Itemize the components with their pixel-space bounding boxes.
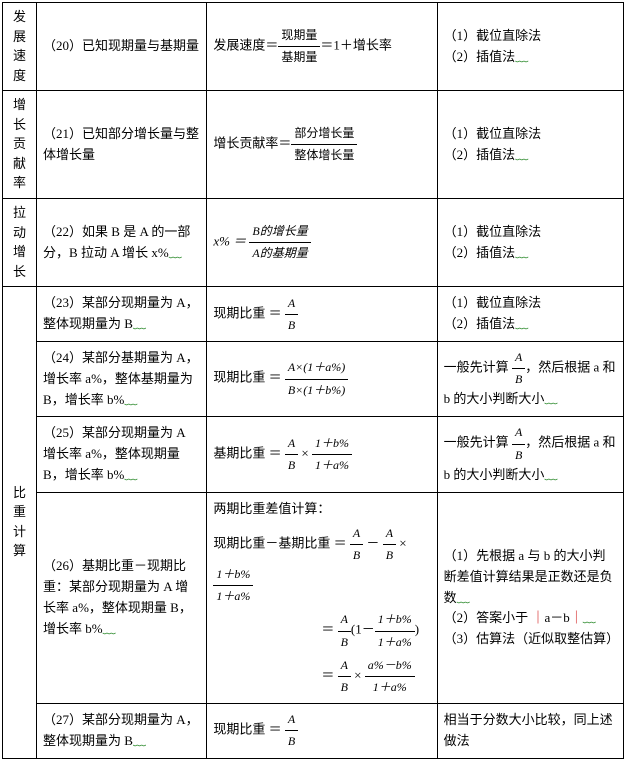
row-method: 一般先计算 AB，然后根据 a 和 b 的大小判断大小﹏ — [437, 417, 623, 492]
squiggle-icon: ﹏ — [457, 590, 470, 605]
row-label: 拉动增长 — [3, 199, 37, 287]
row-desc: （21）已知部分增长量与整体增长量 — [37, 91, 207, 199]
table-row: 增长贡献率 （21）已知部分增长量与整体增长量 增长贡献率＝部分增长量整体增长量… — [3, 91, 624, 199]
row-formula: 现期比重 ＝ AB — [207, 287, 437, 342]
squiggle-icon: ﹏ — [169, 245, 182, 260]
row-method: 一般先计算 AB，然后根据 a 和 b 的大小判断大小﹏ — [437, 341, 623, 416]
row-formula: x% ＝ B的增长量A的基期量 — [207, 199, 437, 287]
row-formula: 发展速度＝现期量基期量＝1＋增长率 — [207, 3, 437, 91]
squiggle-icon: ﹏ — [133, 316, 146, 331]
row-label: 增长贡献率 — [3, 91, 37, 199]
row-method: （1）先根据 a 与 b 的大小判断差值计算结果是正数还是负数﹏ （2）答案小于… — [437, 492, 623, 703]
row-method: （1）截位直除法 （2）插值法﹏ — [437, 199, 623, 287]
row-desc: （26）基期比重－现期比重：某部分现期量为 A 增长率 a%，整体现期量 B，增… — [37, 492, 207, 703]
table-row: 拉动增长 （22）如果 B 是 A 的一部分，B 拉动 A 增长 x%﹏ x% … — [3, 199, 624, 287]
row-desc: （23）某部分现期量为 A，整体现期量为 B﹏ — [37, 287, 207, 342]
squiggle-icon: ﹏ — [583, 610, 596, 625]
row-label: 发展速度 — [3, 3, 37, 91]
squiggle-icon: ﹏ — [124, 467, 137, 482]
row-formula: 增长贡献率＝部分增长量整体增长量 — [207, 91, 437, 199]
table-row: 比重计算 （23）某部分现期量为 A，整体现期量为 B﹏ 现期比重 ＝ AB （… — [3, 287, 624, 342]
squiggle-icon: ﹏ — [515, 147, 528, 162]
table-row: （25）某部分现期量为 A 增长率 a%，整体现期量 B，增长率 b%﹏ 基期比… — [3, 417, 624, 492]
row-method: （1）截位直除法 （2）插值法﹏ — [437, 91, 623, 199]
row-formula: 现期比重 ＝ AB — [207, 704, 437, 759]
table-row: （27）某部分现期量为 A，整体现期量为 B﹏ 现期比重 ＝ AB 相当于分数大… — [3, 704, 624, 759]
row-method: （1）截位直除法 （2）插值法﹏ — [437, 287, 623, 342]
squiggle-icon: ﹏ — [515, 316, 528, 331]
squiggle-icon: ﹏ — [515, 49, 528, 64]
row-desc: （24）某部分基期量为 A，增长率 a%，整体基期量为 B，增长率 b%﹏ — [37, 341, 207, 416]
formula-table: 发展速度 （20）已知现期量与基期量 发展速度＝现期量基期量＝1＋增长率 （1）… — [2, 2, 624, 759]
row-desc: （22）如果 B 是 A 的一部分，B 拉动 A 增长 x%﹏ — [37, 199, 207, 287]
squiggle-icon: ﹏ — [103, 621, 116, 636]
row-label: 比重计算 — [3, 287, 37, 758]
row-method: 相当于分数大小比较，同上述做法 — [437, 704, 623, 759]
row-method: （1）截位直除法 （2）插值法﹏ — [437, 3, 623, 91]
table-row: （26）基期比重－现期比重：某部分现期量为 A 增长率 a%，整体现期量 B，增… — [3, 492, 624, 703]
squiggle-icon: ﹏ — [515, 245, 528, 260]
row-formula: 两期比重差值计算： 现期比重－基期比重 ＝ AB － AB × 1＋b%1＋a%… — [207, 492, 437, 703]
row-formula: 基期比重 ＝ AB × 1＋b%1＋a% — [207, 417, 437, 492]
squiggle-icon: ﹏ — [544, 391, 557, 406]
squiggle-icon: ﹏ — [133, 733, 146, 748]
row-desc: （20）已知现期量与基期量 — [37, 3, 207, 91]
row-desc: （27）某部分现期量为 A，整体现期量为 B﹏ — [37, 704, 207, 759]
table-row: 发展速度 （20）已知现期量与基期量 发展速度＝现期量基期量＝1＋增长率 （1）… — [3, 3, 624, 91]
row-desc: （25）某部分现期量为 A 增长率 a%，整体现期量 B，增长率 b%﹏ — [37, 417, 207, 492]
row-formula: 现期比重 ＝ A×(1＋a%)B×(1＋b%) — [207, 341, 437, 416]
squiggle-icon: ﹏ — [544, 467, 557, 482]
squiggle-icon: ﹏ — [124, 392, 137, 407]
table-row: （24）某部分基期量为 A，增长率 a%，整体基期量为 B，增长率 b%﹏ 现期… — [3, 341, 624, 416]
